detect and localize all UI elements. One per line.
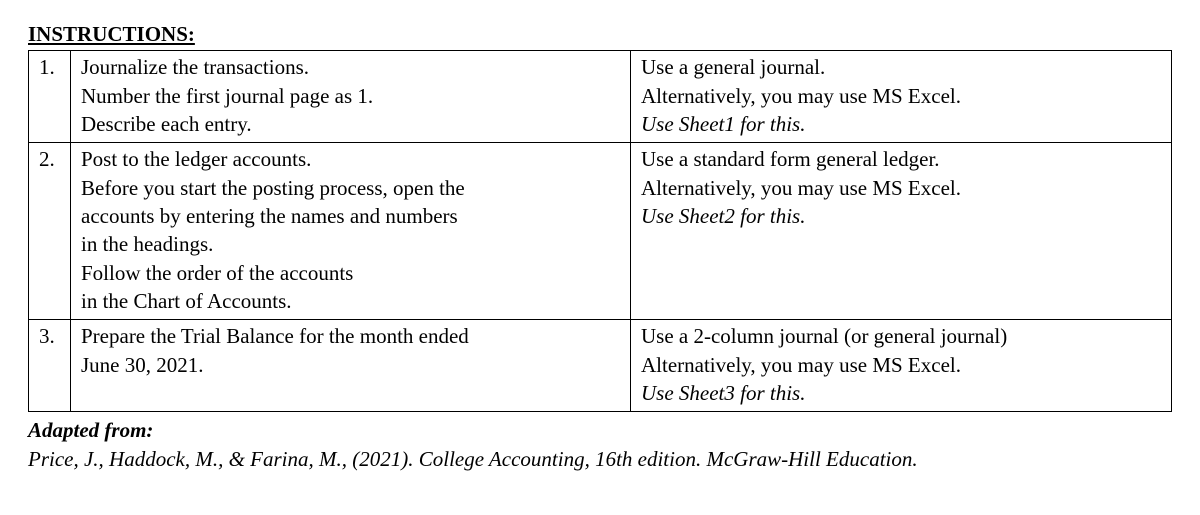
text-line: Use a general journal.	[641, 55, 825, 79]
row-number: 3.	[29, 320, 71, 412]
text-line: June 30, 2021.	[81, 353, 204, 377]
note-cell: Use a general journal. Alternatively, yo…	[631, 51, 1172, 143]
instructions-table: 1. Journalize the transactions. Number t…	[28, 50, 1172, 412]
text-line: in the Chart of Accounts.	[81, 289, 292, 313]
footer-citation: Adapted from: Price, J., Haddock, M., & …	[28, 416, 1172, 473]
instruction-cell: Prepare the Trial Balance for the month …	[71, 320, 631, 412]
table-row: 3. Prepare the Trial Balance for the mon…	[29, 320, 1172, 412]
text-line: Post to the ledger accounts.	[81, 147, 311, 171]
text-line: Alternatively, you may use MS Excel.	[641, 84, 961, 108]
text-line: in the headings.	[81, 232, 213, 256]
instruction-cell: Journalize the transactions. Number the …	[71, 51, 631, 143]
text-line: Number the first journal page as 1.	[81, 84, 373, 108]
row-number: 1.	[29, 51, 71, 143]
text-line: Follow the order of the accounts	[81, 261, 353, 285]
text-line: Journalize the transactions.	[81, 55, 309, 79]
row-number: 2.	[29, 143, 71, 320]
text-line: Prepare the Trial Balance for the month …	[81, 324, 469, 348]
text-line: Use a standard form general ledger.	[641, 147, 940, 171]
text-line-italic: Use Sheet2 for this.	[641, 204, 805, 228]
note-cell: Use a 2-column journal (or general journ…	[631, 320, 1172, 412]
text-line: Before you start the posting process, op…	[81, 176, 465, 200]
text-line: Use a 2-column journal (or general journ…	[641, 324, 1007, 348]
footer-label: Adapted from:	[28, 418, 153, 442]
text-line: Describe each entry.	[81, 112, 252, 136]
footer-text: Price, J., Haddock, M., & Farina, M., (2…	[28, 447, 918, 471]
text-line-italic: Use Sheet1 for this.	[641, 112, 805, 136]
instructions-heading: INSTRUCTIONS:	[28, 20, 1172, 48]
table-row: 1. Journalize the transactions. Number t…	[29, 51, 1172, 143]
text-line: accounts by entering the names and numbe…	[81, 204, 458, 228]
text-line-italic: Use Sheet3 for this.	[641, 381, 805, 405]
text-line: Alternatively, you may use MS Excel.	[641, 353, 961, 377]
table-row: 2. Post to the ledger accounts. Before y…	[29, 143, 1172, 320]
note-cell: Use a standard form general ledger. Alte…	[631, 143, 1172, 320]
instruction-cell: Post to the ledger accounts. Before you …	[71, 143, 631, 320]
text-line: Alternatively, you may use MS Excel.	[641, 176, 961, 200]
